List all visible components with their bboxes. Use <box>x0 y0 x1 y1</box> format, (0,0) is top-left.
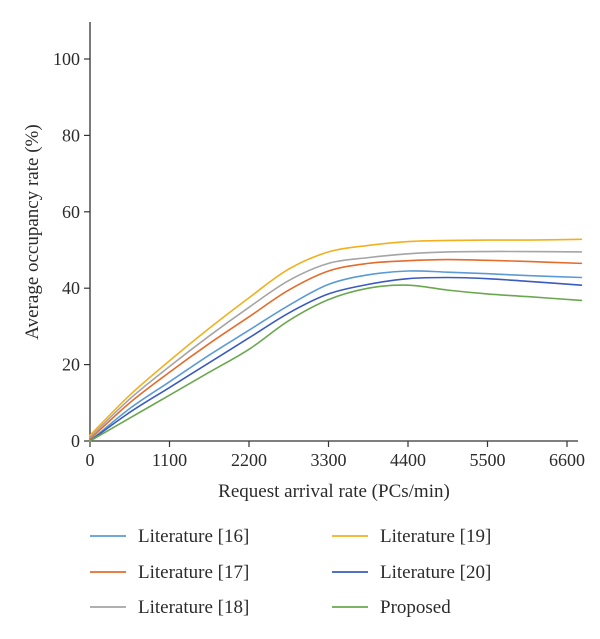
series-line-6 <box>89 284 583 442</box>
y-tick-label: 100 <box>53 49 80 69</box>
legend-label: Proposed <box>380 597 451 618</box>
x-ticks: 0 1100 2200 3300 4400 5500 6600 <box>86 441 585 470</box>
y-tick-label: 60 <box>62 202 80 222</box>
x-tick-label: 0 <box>86 450 95 470</box>
y-tick-label: 20 <box>62 355 80 375</box>
legend-label: Literature [16] <box>138 526 249 547</box>
y-tick-label: 40 <box>62 278 80 298</box>
series-line-5 <box>89 276 583 442</box>
x-tick-label: 2200 <box>231 450 267 470</box>
legend-label: Literature [17] <box>138 562 249 583</box>
series-line-1 <box>89 270 583 442</box>
x-tick-label: 5500 <box>470 450 506 470</box>
y-tick-label: 80 <box>62 125 80 145</box>
y-axis-title: Average occupancy rate (%) <box>22 124 43 339</box>
x-tick-label: 4400 <box>390 450 426 470</box>
series-line-4 <box>89 238 583 437</box>
series-lines <box>89 238 583 442</box>
x-tick-label: 1100 <box>152 450 187 470</box>
legend-label: Literature [19] <box>380 526 491 547</box>
y-tick-label: 0 <box>71 431 80 451</box>
x-tick-label: 3300 <box>311 450 347 470</box>
legend-label: Literature [18] <box>138 597 249 618</box>
axes <box>89 22 578 442</box>
y-ticks: 0 20 40 60 80 100 <box>53 49 90 451</box>
x-axis-title: Request arrival rate (PCs/min) <box>218 481 450 502</box>
series-line-3 <box>89 250 583 438</box>
legend-label: Literature [20] <box>380 562 491 583</box>
legend: Literature [16] Literature [19] Literature… <box>90 526 491 618</box>
x-tick-label: 6600 <box>549 450 585 470</box>
series-line-2 <box>89 258 583 440</box>
